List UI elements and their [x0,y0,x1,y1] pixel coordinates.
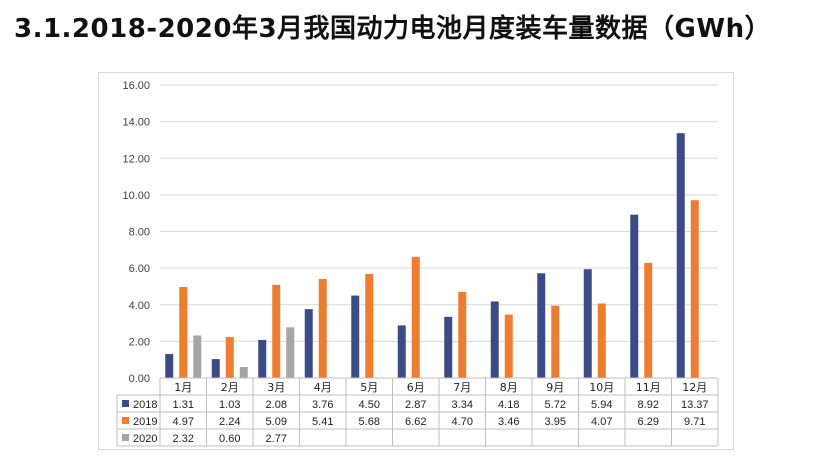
bar-2018 [258,339,267,378]
data-label: 5.41 [312,416,333,428]
x-tick-label: 1月 [174,381,192,394]
bar-2019 [365,273,374,378]
data-label: 1.03 [219,399,240,411]
x-tick-label: 2月 [221,381,239,394]
data-label: 9.71 [684,416,705,428]
data-label: 5.09 [266,416,287,428]
bar-2020 [239,367,248,378]
data-label: 2.24 [219,416,240,428]
x-tick-label: 4月 [314,381,332,394]
y-tick-label: 12.00 [122,153,150,165]
bar-2019 [551,305,560,378]
legend-label: 2020 [133,433,157,445]
x-tick-label: 5月 [360,381,378,394]
page-title: 3.1.2018-2020年3月我国动力电池月度装车量数据（GWh） [14,14,772,44]
bar-2018 [537,273,546,378]
data-label: 5.94 [591,399,612,411]
bar-2018 [304,309,313,378]
x-tick-label: 10月 [589,381,614,394]
data-label: 5.68 [359,416,380,428]
data-label: 13.37 [681,399,709,411]
data-label: 1.31 [173,399,194,411]
data-label: 6.29 [638,416,659,428]
data-label: 0.60 [219,433,240,445]
data-label: 8.92 [638,399,659,411]
x-tick-label: 12月 [682,381,707,394]
data-label: 4.18 [498,399,519,411]
data-label: 3.34 [452,399,473,411]
legend-swatch [122,434,129,441]
legend-swatch [122,417,129,424]
bar-2019 [225,336,234,378]
data-label: 4.07 [591,416,612,428]
data-label: 3.46 [498,416,519,428]
data-label: 6.62 [405,416,426,428]
bar-2019 [597,303,606,378]
chart-frame: 0.00 2.00 4.00 6.00 8.00 10.00 12.00 14.00 16.00… [98,72,734,450]
bar-2019 [318,278,327,378]
bar-2019 [690,200,699,378]
data-label: 2.08 [266,399,287,411]
legend-label: 2018 [133,399,157,411]
bar-2019 [644,262,653,378]
bar-2018 [490,301,499,378]
data-label: 4.50 [359,399,380,411]
x-tick-label: 11月 [636,381,661,394]
data-label: 2.87 [405,399,426,411]
y-tick-label: 16.00 [122,80,150,92]
bar-2018 [583,269,592,378]
data-label: 5.72 [545,399,566,411]
data-label: 4.97 [173,416,194,428]
x-tick-label: 7月 [453,381,471,394]
bar-2019 [272,284,281,378]
bar-2019 [458,291,467,378]
bar-2018 [211,359,220,378]
y-tick-label: 4.00 [129,300,150,312]
data-label: 2.77 [266,433,287,445]
bar-2018 [676,133,685,378]
x-tick-label: 3月 [267,381,285,394]
data-label: 3.95 [545,416,566,428]
legend-swatch [122,400,129,407]
x-tick-label: 6月 [407,381,425,394]
legend-label: 2019 [133,416,157,428]
bar-2019 [504,314,513,378]
data-label: 3.76 [312,399,333,411]
bar-2018 [165,354,174,378]
y-tick-label: 0.00 [129,373,150,385]
bar-2018 [630,214,639,378]
y-tick-label: 6.00 [129,263,150,275]
bar-2018 [444,316,453,378]
bar-2018 [351,295,360,378]
y-tick-label: 8.00 [129,227,150,239]
bar-2019 [179,286,188,378]
x-tick-label: 9月 [546,381,564,394]
bar-2020 [286,327,295,378]
bar-2020 [193,335,202,378]
bar-chart: 0.00 2.00 4.00 6.00 8.00 10.00 12.00 14.00 16.00… [116,80,719,447]
data-label: 2.32 [173,433,194,445]
data-label: 4.70 [452,416,473,428]
x-tick-label: 8月 [500,381,518,394]
bar-2018 [397,325,406,378]
bar-2019 [411,256,420,378]
y-tick-label: 10.00 [122,190,150,202]
y-tick-label: 2.00 [129,336,150,348]
y-tick-label: 14.00 [122,117,150,129]
